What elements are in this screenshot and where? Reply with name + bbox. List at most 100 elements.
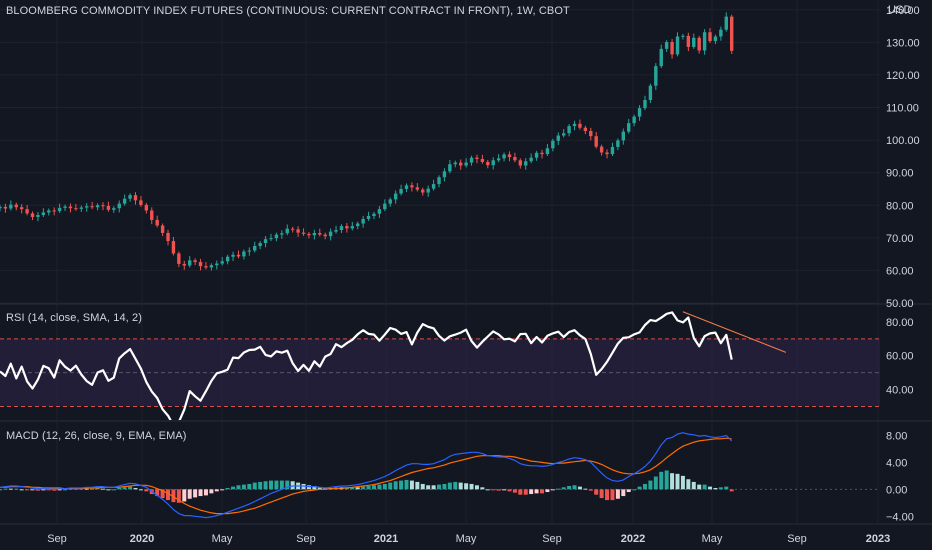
candle-body — [312, 232, 317, 236]
candle-body — [323, 234, 327, 237]
macd-histogram-bar — [236, 485, 241, 490]
candle-body — [177, 253, 181, 264]
candle-body — [372, 213, 376, 217]
candle-body — [95, 205, 100, 208]
macd-histogram-bar — [453, 481, 458, 490]
candle-body — [453, 162, 457, 165]
price-tick-label: 90.00 — [886, 168, 914, 180]
candle-body — [74, 208, 78, 210]
macd-histogram-bar — [95, 487, 100, 490]
candle-body — [128, 195, 132, 199]
macd-histogram-bar — [702, 484, 707, 490]
candle-body — [643, 100, 647, 109]
macd-histogram-bar — [502, 489, 507, 491]
candle-body — [502, 154, 506, 159]
rsi-indicator-label[interactable]: RSI (14, close, SMA, 14, 2) — [6, 312, 142, 324]
candle-body — [253, 245, 257, 251]
candle-body — [594, 136, 598, 147]
macd-histogram-bar — [14, 488, 19, 490]
macd-histogram-bar — [426, 485, 431, 490]
macd-histogram-bar — [8, 488, 13, 490]
macd-histogram-bar — [52, 489, 57, 491]
candle-body — [708, 32, 712, 42]
price-tick-label: 80.00 — [886, 200, 914, 212]
macd-histogram-bar — [480, 487, 485, 490]
candle-body — [730, 16, 734, 51]
macd-histogram-bar — [491, 489, 496, 491]
candle-body — [182, 263, 186, 266]
candle-body — [328, 231, 333, 237]
macd-histogram-bar — [442, 483, 447, 490]
macd-histogram-bar — [361, 486, 366, 490]
x-tick-label: May — [456, 533, 477, 545]
macd-tick-label: 0.00 — [886, 484, 907, 496]
candle-body — [361, 218, 365, 224]
price-tick-label: 50.00 — [886, 298, 914, 310]
candle-body — [52, 210, 56, 212]
macd-histogram-bar — [724, 486, 729, 490]
macd-histogram-bar — [529, 489, 534, 495]
macd-histogram-bar — [409, 480, 414, 490]
candle-body — [193, 260, 197, 262]
candle-body — [589, 130, 593, 137]
candle-body — [567, 126, 571, 134]
macd-histogram-bar — [474, 485, 479, 490]
macd-histogram-bar — [637, 486, 642, 490]
candle-body — [475, 157, 479, 159]
x-axis[interactable]: Sep 2020 May Sep 2021 May Sep 2022 May Sep 2023 — [47, 533, 890, 545]
candle-body — [540, 152, 544, 155]
macd-tick-label: 4.00 — [886, 457, 907, 469]
macd-histogram-bar — [523, 489, 528, 495]
candle-body — [561, 133, 566, 136]
grid — [0, 0, 932, 525]
candle-body — [518, 160, 523, 166]
price-pane — [0, 12, 734, 271]
candle-body — [697, 37, 701, 51]
candle-body — [79, 207, 83, 209]
macd-histogram-bar — [577, 486, 582, 490]
macd-histogram-bar — [399, 480, 404, 490]
rsi-band-fill — [0, 338, 880, 407]
candle-body — [339, 226, 344, 231]
macd-histogram-bar — [138, 489, 143, 491]
macd-histogram-bar — [697, 484, 702, 490]
candle-body — [290, 228, 295, 230]
candle-body — [632, 116, 636, 124]
macd-histogram-bar — [708, 486, 713, 490]
candle-body — [551, 140, 555, 149]
candle-body — [85, 206, 89, 208]
macd-histogram-bar — [350, 487, 355, 490]
candle-body — [90, 206, 94, 208]
candle-body — [296, 229, 300, 233]
candle-body — [654, 66, 658, 86]
candle-body — [225, 256, 230, 262]
candle-body — [57, 207, 62, 212]
macd-histogram-bar — [225, 487, 230, 490]
macd-line — [0, 432, 733, 519]
candle-body — [437, 177, 441, 185]
candle-body — [350, 226, 354, 229]
macd-histogram-bar — [220, 489, 225, 491]
candle-body — [334, 230, 338, 232]
candle-body — [404, 185, 409, 189]
rsi-divergence-trendline[interactable] — [682, 311, 787, 353]
candle-body — [30, 213, 35, 217]
macd-histogram-bar — [615, 489, 620, 499]
candle-body — [637, 108, 642, 117]
candle-body — [545, 148, 550, 155]
macd-histogram-bar — [301, 483, 306, 490]
price-tick-label: 70.00 — [886, 233, 914, 245]
candle-body — [599, 146, 604, 153]
candle-body — [393, 193, 398, 200]
candle-body — [25, 209, 29, 214]
macd-histogram-bar — [718, 487, 723, 490]
macd-histogram-bar — [534, 489, 539, 494]
macd-histogram-bar — [713, 487, 718, 490]
x-tick-label: 2020 — [130, 533, 154, 545]
macd-histogram-bar — [274, 480, 279, 490]
macd-histogram-bar — [187, 489, 192, 499]
macd-indicator-label[interactable]: MACD (12, 26, close, 9, EMA, EMA) — [6, 430, 187, 442]
macd-histogram-bar — [252, 482, 257, 490]
candle-body — [0, 206, 2, 209]
macd-histogram-bar — [469, 483, 474, 490]
